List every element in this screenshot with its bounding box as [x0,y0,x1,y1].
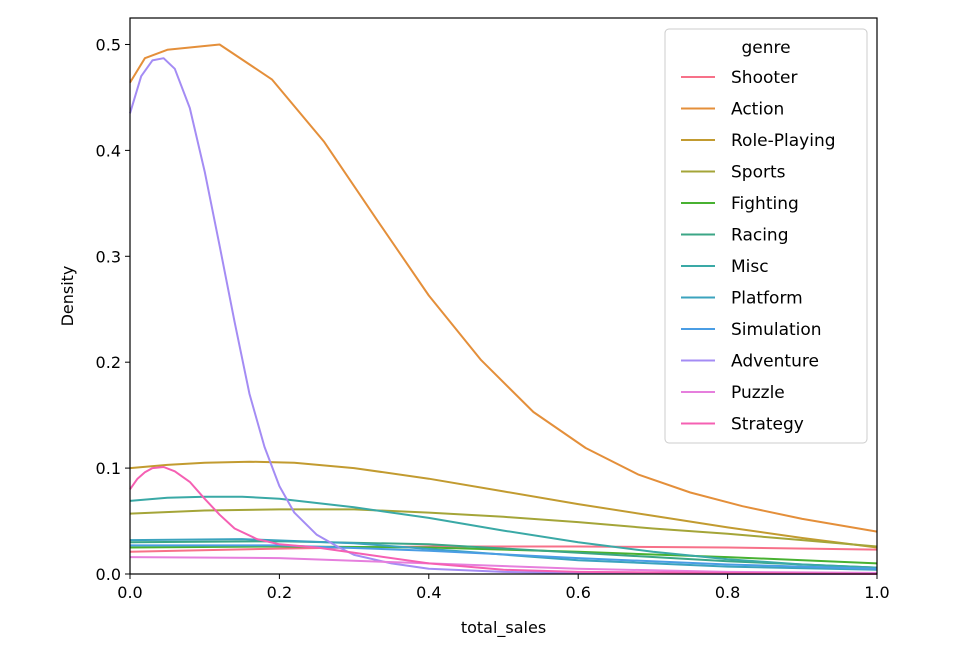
y-tick-label: 0.3 [96,247,121,266]
y-tick-label: 0.4 [96,141,121,160]
series-line-fighting [129,545,878,565]
legend-label-platform: Platform [731,289,803,309]
y-axis-label: Density [58,266,77,327]
legend-label-simulation: Simulation [731,320,822,340]
legend-label-sports: Sports [731,163,786,183]
series-line-puzzle [129,556,878,574]
y-tick-label: 0.2 [96,353,121,372]
legend-box [664,28,868,444]
x-tick-label: 0.8 [715,583,740,602]
legend-label-adventure: Adventure [731,352,819,372]
x-tick-label: 0.2 [267,583,292,602]
series-line-simulation [130,544,878,570]
series-line-adventure [129,57,877,575]
y-tick-label: 0.5 [96,35,121,54]
series-line-misc [129,495,878,569]
plot-area-frame [129,17,878,575]
legend: genre Shooter Action Role-Playing Sports Fig… [664,28,868,444]
x-axis-label: total_sales [461,618,546,638]
legend-label-shooter: Shooter [731,68,797,88]
x-tick-label: 0.0 [117,583,142,602]
series-lines [129,43,878,575]
series-line-action [129,43,878,533]
y-tick-label: 0.1 [96,459,121,478]
legend-label-role-playing: Role-Playing [731,131,836,151]
x-tick-label: 0.4 [416,583,441,602]
legend-title: genre [741,38,790,58]
legend-label-strategy: Strategy [731,415,804,435]
legend-items: Shooter Action Role-Playing Sports Fighting R… [681,68,836,435]
series-line-racing [129,540,878,569]
series-line-sports [129,508,878,548]
legend-label-misc: Misc [731,257,769,277]
legend-label-fighting: Fighting [731,194,799,214]
legend-label-action: Action [731,100,784,120]
series-line-strategy [129,466,878,575]
legend-label-puzzle: Puzzle [731,383,785,403]
legend-label-racing: Racing [731,226,789,246]
x-tick-label: 0.6 [565,583,590,602]
y-tick-label: 0.0 [96,565,121,584]
x-tick-label: 1.0 [864,583,889,602]
axis-ticks: 0.0 0.2 0.4 0.6 0.8 1.0 0.0 0.1 0.2 0.3 0.4 0.5 [96,35,890,602]
series-line-shooter [129,545,878,553]
series-line-role-playing [129,460,878,549]
